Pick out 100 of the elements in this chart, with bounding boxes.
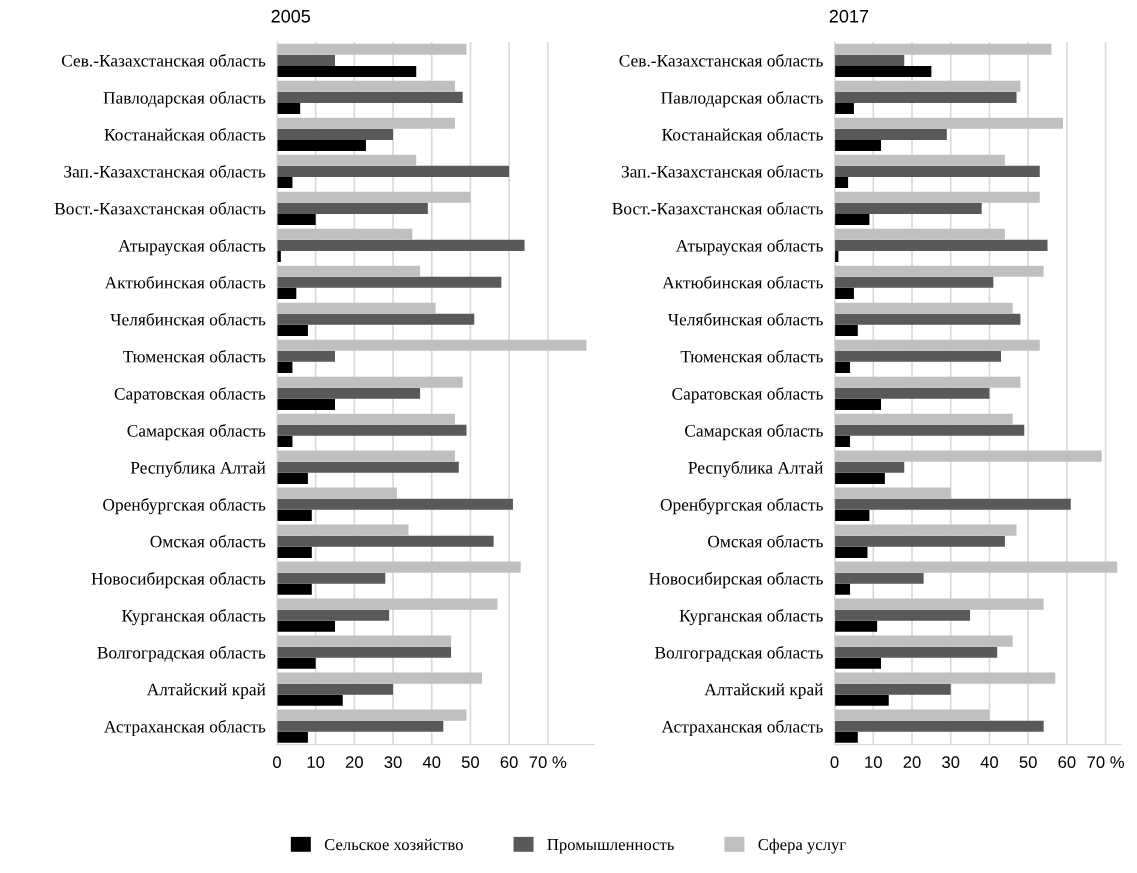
bar: [834, 509, 870, 521]
bar: [276, 435, 293, 447]
y-tick-label: Алтайский край: [146, 683, 266, 699]
y-tick-label: Сев.-Казахстанская область: [619, 53, 823, 67]
legend-label: Сельское хозяйство: [324, 838, 463, 851]
bar: [276, 561, 521, 573]
bar: [834, 398, 882, 410]
x-tick-label: 30: [942, 756, 960, 769]
bar: [834, 191, 1040, 203]
bar: [276, 509, 312, 521]
y-tick-label: Курганская область: [122, 609, 266, 626]
y-tick-label: Вост.-Казахстанская область: [54, 201, 266, 215]
bar: [834, 424, 1025, 436]
bar: [276, 620, 335, 632]
x-tick-label: 0: [830, 756, 839, 769]
bar: [834, 461, 905, 473]
bar: [276, 609, 390, 621]
bar: [834, 350, 1002, 362]
bar: [276, 472, 308, 484]
y-tick-label: Алтайский край: [704, 683, 824, 699]
y-tick-label: Тюменская область: [123, 349, 266, 363]
y-tick-label: Саратовская область: [672, 387, 823, 404]
y-tick-label: Новосибирская область: [91, 572, 266, 589]
bar: [276, 524, 409, 536]
y-tick-label: Костанайская область: [104, 127, 266, 141]
bar: [834, 128, 947, 140]
bar: [834, 709, 990, 721]
bar: [276, 213, 316, 225]
x-tick-label: 20: [345, 756, 363, 769]
bar: [834, 154, 1005, 166]
y-tick-label: Зап.-Казахстанская область: [621, 164, 823, 178]
y-tick-label: Республика Алтай: [688, 461, 824, 478]
bar: [834, 239, 1048, 251]
bar: [276, 324, 308, 336]
bar: [276, 165, 510, 177]
bar: [276, 239, 525, 251]
bar: [276, 65, 417, 78]
y-tick-label: Новосибирская область: [649, 572, 823, 589]
bar: [276, 598, 498, 610]
chart-title: 2017: [829, 9, 869, 23]
bar: [276, 720, 444, 732]
bar: [834, 361, 851, 373]
bar: [276, 487, 397, 499]
bar: [834, 546, 868, 558]
bar: [834, 720, 1044, 732]
bar: [276, 191, 471, 203]
bar: [276, 694, 343, 706]
y-tick-label: Омская область: [708, 534, 823, 548]
bar: [834, 65, 932, 78]
bar: [276, 709, 467, 721]
bar: [834, 598, 1044, 610]
bar: [276, 80, 455, 92]
bar: [834, 498, 1071, 510]
y-tick-label: Тюменская область: [680, 349, 823, 363]
x-tick-label: 30: [384, 756, 402, 769]
y-tick-label: Оренбургская область: [103, 498, 266, 515]
bar: [834, 572, 924, 584]
y-tick-label: Самарская область: [127, 424, 266, 441]
y-tick-label: Республика Алтай: [130, 461, 266, 478]
bar: [276, 91, 463, 103]
chart-title: 2005: [271, 9, 311, 23]
bar: [276, 398, 335, 410]
bar: [276, 102, 301, 115]
bar: [834, 176, 849, 189]
bar: [834, 731, 858, 743]
bar: [834, 387, 990, 399]
bar: [834, 54, 905, 66]
x-tick-label: 10: [865, 756, 882, 769]
bar: [276, 139, 366, 152]
y-tick-label: Павлодарская область: [661, 91, 823, 108]
y-tick-label: Атырауская область: [675, 239, 823, 256]
x-tick-label: 0: [272, 756, 281, 769]
y-tick-label: Саратовская область: [114, 387, 266, 404]
bar: [276, 546, 312, 558]
bar: [834, 450, 1102, 462]
bar: [834, 620, 878, 632]
y-tick-label: Костанайская область: [662, 127, 823, 141]
bar: [276, 276, 502, 288]
bar: [276, 265, 421, 277]
bar: [276, 731, 308, 743]
bar: [276, 154, 417, 166]
bar: [834, 91, 1017, 103]
x-tick-label: 60: [500, 756, 518, 769]
y-tick-label: Актюбинская область: [662, 275, 823, 289]
bar: [276, 128, 394, 140]
bar: [834, 609, 971, 621]
x-tick-label: 10: [307, 756, 325, 769]
y-tick-label: Омская область: [150, 534, 266, 548]
y-tick-label: Самарская область: [685, 424, 823, 441]
bar: [276, 313, 475, 325]
y-tick-label: Курганская область: [679, 609, 823, 626]
y-tick-label: Сев.-Казахстанская область: [61, 53, 266, 67]
bar: [276, 302, 436, 314]
bar: [834, 472, 885, 484]
y-tick-label: Астраханская область: [104, 719, 266, 737]
bar: [276, 287, 297, 299]
bar: [276, 635, 452, 647]
bar: [834, 561, 1118, 573]
bar: [276, 339, 587, 351]
x-tick-label: 70 %: [529, 756, 567, 769]
